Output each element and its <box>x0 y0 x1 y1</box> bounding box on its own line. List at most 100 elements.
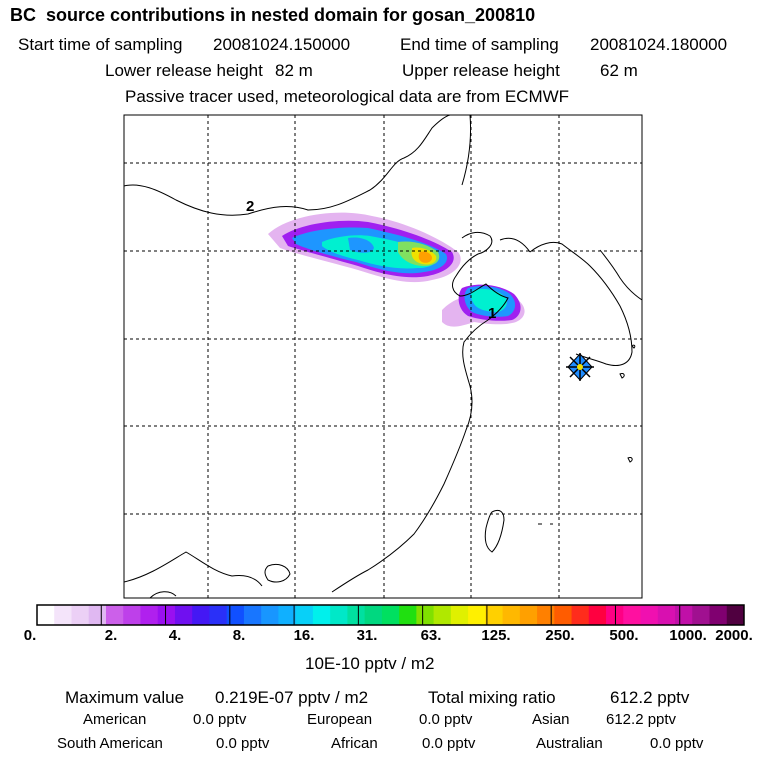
lower-release-label: Lower release height <box>105 61 263 80</box>
colorbar-cell <box>468 605 486 625</box>
grid-lines <box>124 115 642 598</box>
hainan <box>264 563 291 583</box>
colorbar-cell <box>554 605 573 625</box>
max-value: 0.219E-07 pptv / m2 <box>215 688 369 707</box>
plume-2-inner-blue <box>348 237 374 253</box>
plume-label-2: 2 <box>246 198 254 215</box>
colorbar-cell <box>364 605 383 625</box>
korea-coast <box>529 241 633 366</box>
max-value-label: Maximum value <box>65 688 185 707</box>
colorbar-tick: 2. <box>104 627 118 644</box>
japan-coast <box>599 249 642 301</box>
colorbar-unit: 10E-10 pptv / m2 <box>305 654 435 673</box>
end-time-value: 20081024.180000 <box>590 35 728 54</box>
colorbar-cell <box>192 605 210 625</box>
colorbar-tick: 63. <box>420 627 442 644</box>
bohai-coast <box>452 231 509 321</box>
colorbar-cell <box>330 605 348 625</box>
east-coast <box>331 319 489 593</box>
upper-release-value: 62 m <box>600 61 638 80</box>
colorbar-cell <box>657 605 676 625</box>
region-value: 0.0 pptv <box>650 735 704 752</box>
colorbar-cell <box>123 605 141 625</box>
map-frame <box>123 114 643 599</box>
colorbar-cell <box>347 605 366 625</box>
colorbar-tick: 500. <box>609 627 639 644</box>
colorbar-cell <box>105 605 124 625</box>
map-area: 2 1 <box>124 115 642 598</box>
colorbar-cell <box>433 605 452 625</box>
plume-label-1: 1 <box>488 305 496 322</box>
island-5 <box>631 344 636 349</box>
region-name: African <box>331 735 378 752</box>
plume-2 <box>268 212 461 283</box>
tracer-note: Passive tracer used, meteorological data… <box>125 87 570 106</box>
colorbar <box>37 605 745 625</box>
colorbar-tick: 1000. <box>669 627 707 644</box>
colorbar-cell <box>140 605 159 625</box>
region-name: South American <box>57 735 163 752</box>
colorbar-frame <box>36 604 745 626</box>
island-2 <box>627 457 633 463</box>
colorbar-tick: 125. <box>481 627 511 644</box>
colorbar-cell <box>416 605 435 625</box>
colorbar-cell <box>157 605 176 625</box>
colorbar-cell <box>174 605 193 625</box>
start-time-value: 20081024.150000 <box>213 35 351 54</box>
region-name: Asian <box>532 711 570 728</box>
colorbar-tick: 16. <box>293 627 315 644</box>
colorbar-cell <box>261 605 279 625</box>
island-1 <box>619 373 625 379</box>
total-mixing-value: 612.2 pptv <box>610 688 690 707</box>
map-title: BC source contributions in nested domain… <box>10 5 536 25</box>
colorbar-cell <box>54 605 72 625</box>
colorbar-cell <box>537 605 555 625</box>
plume-2-contour-7 <box>418 251 432 263</box>
colorbar-tick: 0. <box>23 627 37 644</box>
colorbar-cell <box>692 605 711 625</box>
colorbar-cell <box>485 605 504 625</box>
plume-1 <box>442 284 525 327</box>
colorbar-cell <box>399 605 417 625</box>
colorbar-cell <box>71 605 90 625</box>
region-value: 612.2 pptv <box>606 711 677 728</box>
colorbar-cell <box>623 605 642 625</box>
colorbar-cell <box>709 605 728 625</box>
colorbar-cell <box>226 605 245 625</box>
ne-border <box>461 115 471 186</box>
upper-release-label: Upper release height <box>402 61 560 80</box>
colorbar-tick: 31. <box>356 627 378 644</box>
region-value: 0.0 pptv <box>216 735 270 752</box>
southern-border-1 <box>124 551 263 587</box>
colorbar-cell <box>588 605 607 625</box>
region-name: European <box>307 711 373 728</box>
colorbar-tick: 4. <box>168 627 182 644</box>
colorbar-cell <box>381 605 400 625</box>
region-value: 0.0 pptv <box>193 711 247 728</box>
colorbar-cell <box>606 605 624 625</box>
colorbar-cell <box>450 605 469 625</box>
colorbar-cell <box>209 605 228 625</box>
colorbar-cell <box>312 605 331 625</box>
receptor-marker <box>566 353 594 381</box>
coastlines <box>124 115 642 598</box>
colorbar-cell <box>295 605 314 625</box>
southern-border-2 <box>149 591 177 598</box>
colorbar-cell <box>37 605 55 625</box>
plume-1-contour-4 <box>471 288 507 312</box>
colorbar-cell <box>519 605 538 625</box>
colorbar-cell <box>502 605 521 625</box>
region-value: 0.0 pptv <box>422 735 476 752</box>
region-name: American <box>83 711 147 728</box>
lower-release-value: 82 m <box>275 61 313 80</box>
colorbar-cell <box>675 605 693 625</box>
colorbar-cell <box>640 605 659 625</box>
korea-north <box>499 237 531 253</box>
colorbar-cell <box>243 605 262 625</box>
colorbar-tick: 250. <box>545 627 575 644</box>
colorbar-cell <box>726 605 745 625</box>
region-name: Australian <box>536 735 603 752</box>
start-time-label: Start time of sampling <box>18 35 183 54</box>
taiwan <box>484 509 505 553</box>
